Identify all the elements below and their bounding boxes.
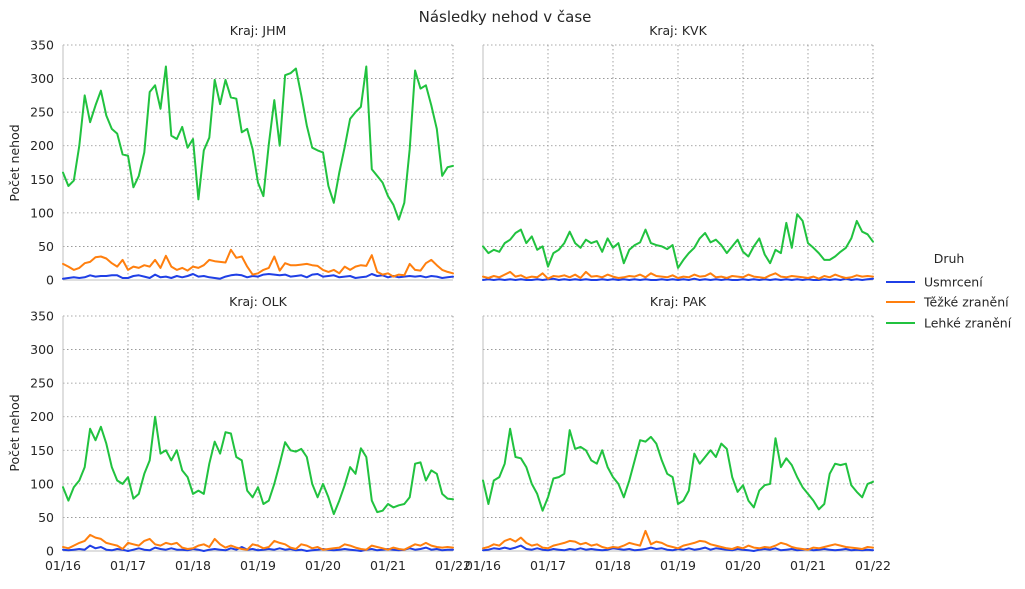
y-axis-label-bottom: Počet nehod (7, 394, 22, 471)
panel-title: Kraj: KVK (649, 23, 707, 38)
series-line-t-k-zran-n (62, 248, 454, 278)
series-line-lehk-zran-n (482, 213, 874, 269)
legend: Druh Usmrcení Těžké zranění Lehké zraněn… (886, 251, 1012, 331)
series-line-lehk-zran-n (62, 415, 454, 516)
panel-title: Kraj: OLK (229, 294, 287, 309)
y-axis-label-top: Počet nehod (7, 124, 22, 201)
legend-label-usmrceni: Usmrcení (924, 275, 983, 290)
y-tick-label: 50 (38, 239, 54, 254)
y-tick-label: 200 (30, 409, 54, 424)
x-tick-label: 01/17 (110, 558, 146, 573)
panel-title: Kraj: PAK (650, 294, 707, 309)
y-tick-label: 300 (30, 342, 54, 357)
y-tick-label: 0 (46, 273, 54, 288)
x-tick-label: 01/20 (305, 558, 341, 573)
legend-item-lehke-zraneni: Lehké zranění (886, 316, 1012, 331)
y-tick-label: 150 (30, 443, 54, 458)
x-tick-label: 01/18 (175, 558, 211, 573)
y-tick-label: 250 (30, 376, 54, 391)
x-tick-label: 01/21 (790, 558, 826, 573)
y-tick-label: 300 (30, 71, 54, 86)
x-tick-label: 01/22 (435, 558, 471, 573)
y-tick-label: 350 (30, 309, 54, 324)
legend-label-tezke-zraneni: Těžké zranění (923, 295, 1009, 310)
series-line-t-k-zran-n (482, 270, 874, 280)
x-tick-label: 01/19 (240, 558, 276, 573)
panel-kraj-pak: Kraj: PAK 01/16 01/17 01/18 01/19 01/20 01/21 0… (465, 294, 891, 573)
y-tick-label: 150 (30, 172, 54, 187)
legend-title: Druh (934, 251, 965, 266)
x-tick-label: 01/17 (530, 558, 566, 573)
y-tick-label: 350 (30, 38, 54, 53)
series-line-lehk-zran-n (482, 427, 874, 512)
x-tick-label: 01/21 (370, 558, 406, 573)
x-tick-label: 01/22 (855, 558, 891, 573)
y-tick-label: 200 (30, 138, 54, 153)
x-tick-label: 01/16 (45, 558, 81, 573)
panel-kraj-olk: Kraj: OLK 0 50 100 150 200 250 300 350 01/16 01/17… (30, 294, 471, 573)
series-line-t-k-zran-n (482, 529, 874, 551)
y-tick-label: 50 (38, 510, 54, 525)
y-tick-label: 0 (46, 544, 54, 559)
x-tick-label: 01/16 (465, 558, 501, 573)
legend-item-usmrceni: Usmrcení (886, 275, 983, 290)
series-line-lehk-zran-n (62, 65, 454, 221)
x-tick-label: 01/20 (725, 558, 761, 573)
legend-item-tezke-zraneni: Těžké zranění (886, 295, 1009, 310)
x-tick-label: 01/19 (660, 558, 696, 573)
panel-kraj-jhm: Kraj: JHM 0 50 100 150 200 250 300 350 (30, 23, 454, 288)
y-tick-label: 100 (30, 476, 54, 491)
panel-title: Kraj: JHM (230, 23, 287, 38)
series-line-usmrcen (62, 273, 454, 280)
y-tick-label: 250 (30, 105, 54, 120)
legend-label-lehke-zraneni: Lehké zranění (924, 316, 1012, 331)
panel-kraj-kvk: Kraj: KVK (482, 23, 874, 281)
y-tick-label: 100 (30, 205, 54, 220)
x-tick-label: 01/18 (595, 558, 631, 573)
series-line-t-k-zran-n (62, 533, 454, 551)
figure-title: Následky nehod v čase (419, 8, 592, 26)
